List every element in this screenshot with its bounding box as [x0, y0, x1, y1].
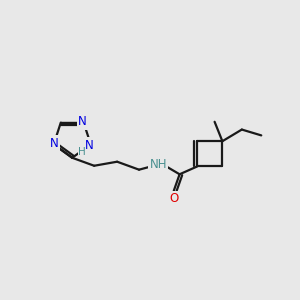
- Text: N: N: [85, 139, 94, 152]
- Text: NH: NH: [149, 158, 167, 171]
- Text: H: H: [78, 147, 86, 157]
- Text: O: O: [169, 192, 178, 205]
- Text: N: N: [78, 115, 87, 128]
- Text: N: N: [50, 137, 59, 150]
